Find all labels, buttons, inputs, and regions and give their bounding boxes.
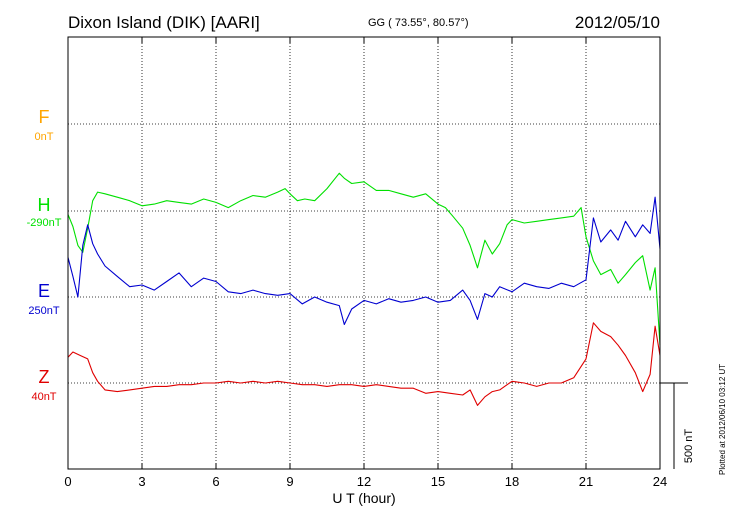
scale-bar-label: 500 nT bbox=[683, 429, 695, 464]
channel-h-baseline: -290nT bbox=[26, 217, 62, 229]
channel-e-baseline: 250nT bbox=[28, 305, 60, 317]
scale-bar: 500 nT bbox=[660, 382, 695, 469]
series-line-e bbox=[67, 196, 661, 326]
x-tick-label: 15 bbox=[431, 474, 445, 489]
x-tick-labels: 0 3 6 9 12 15 18 21 24 bbox=[64, 474, 667, 489]
series-line-h bbox=[67, 172, 661, 346]
geographic-coords: GG ( 73.55°, 80.57°) bbox=[368, 17, 469, 29]
channel-h-name: H bbox=[37, 195, 51, 215]
series-line-z bbox=[67, 322, 661, 406]
channel-f-baseline: 0nT bbox=[34, 131, 54, 143]
station-title: Dixon Island (DIK) [AARI] bbox=[68, 13, 260, 32]
x-axis-label: U T (hour) bbox=[332, 490, 395, 506]
x-tick-label: 6 bbox=[212, 474, 219, 489]
x-tick-label: 12 bbox=[357, 474, 371, 489]
x-tick-label: 3 bbox=[138, 474, 145, 489]
x-tick-label: 24 bbox=[653, 474, 667, 489]
x-tick-label: 18 bbox=[505, 474, 519, 489]
x-ticks bbox=[67, 37, 661, 469]
series-lines bbox=[67, 172, 661, 406]
x-tick-label: 9 bbox=[286, 474, 293, 489]
channel-z-baseline: 40nT bbox=[31, 391, 57, 403]
date-label: 2012/05/10 bbox=[574, 13, 660, 32]
x-tick-label: 0 bbox=[64, 474, 71, 489]
channel-z-name: Z bbox=[38, 367, 50, 387]
grid-lines bbox=[68, 37, 660, 469]
x-tick-label: 21 bbox=[579, 474, 593, 489]
channel-f-name: F bbox=[38, 107, 50, 127]
channel-e-name: E bbox=[37, 281, 50, 301]
